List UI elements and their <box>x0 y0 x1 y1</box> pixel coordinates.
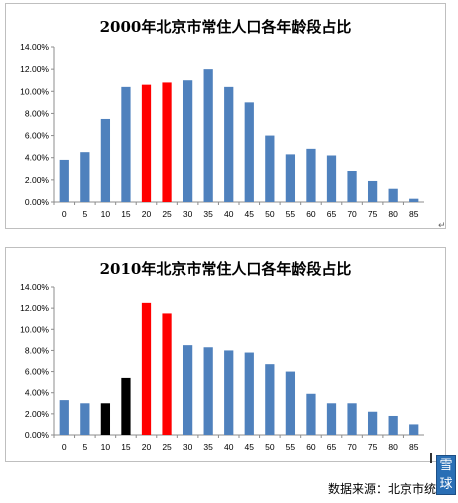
bar-70 <box>347 171 357 202</box>
bar-65 <box>326 155 337 202</box>
chart-title-2000: 2000年北京市常住人口各年龄段占比 <box>99 18 352 36</box>
bar-85 <box>409 198 419 202</box>
x-tick-label: 10 <box>101 209 111 219</box>
chart-title-2010: 2010年北京市常住人口各年龄段占比 <box>99 260 352 278</box>
x-tick-label: 25 <box>162 442 172 452</box>
chart-panel-2000: 2000年北京市常住人口各年龄段占比 0.00% 2.00% 4.00% 6.00% 8… <box>5 3 446 229</box>
x-tick-label: 70 <box>347 442 357 452</box>
x-tick-label: 55 <box>286 209 296 219</box>
bar-50 <box>265 364 275 435</box>
bar-30 <box>182 345 193 435</box>
x-tick-label: 10 <box>101 442 111 452</box>
bar-25 <box>162 82 172 202</box>
x-tick-label: 30 <box>183 442 193 452</box>
bar-15 <box>121 86 131 202</box>
y-tick-label: 6.00% <box>25 131 50 141</box>
x-tick-label: 60 <box>306 209 316 219</box>
x-tick-label: 75 <box>368 442 378 452</box>
y-tick-label: 8.00% <box>25 108 50 118</box>
x-tick-label: 85 <box>409 209 419 219</box>
bar-10 <box>100 118 111 202</box>
x-tick-label: 60 <box>306 442 316 452</box>
y-tick-label: 2.00% <box>25 175 50 185</box>
y-tick-label: 8.00% <box>25 345 50 355</box>
x-tick-label: 0 <box>62 209 67 219</box>
bar-60 <box>306 148 316 202</box>
bar-20 <box>141 302 152 435</box>
y-tick-label: 12.00% <box>20 303 49 313</box>
bar-40 <box>224 350 234 435</box>
bar-75 <box>367 411 378 435</box>
x-tick-label: 65 <box>327 442 337 452</box>
x-tick-label: 35 <box>203 209 213 219</box>
y-tick-label: 14.00% <box>20 282 49 292</box>
x-tick-label: 70 <box>347 209 357 219</box>
y-tick-label: 0.00% <box>25 430 50 440</box>
bar-75 <box>367 180 378 202</box>
x-tick-label: 35 <box>203 442 213 452</box>
bar-80 <box>388 188 398 202</box>
y-tick-label: 4.00% <box>25 153 50 163</box>
y-tick-label: 0.00% <box>25 197 50 207</box>
bar-45 <box>244 352 254 435</box>
y-tick-label: 4.00% <box>25 388 50 398</box>
bar-5 <box>80 152 90 202</box>
chart-panel-2010: 2010年北京市常住人口各年龄段占比 0.00% 2.00% 4.00% 6.00% 8… <box>5 247 446 462</box>
x-tick-label: 75 <box>368 209 378 219</box>
x-tick-label: 80 <box>388 442 398 452</box>
bar-65 <box>326 403 337 435</box>
bar-0 <box>59 159 69 202</box>
bar-35 <box>203 69 213 203</box>
bar-40 <box>224 86 234 202</box>
bar-85 <box>409 424 419 435</box>
watermark-logo: 雪球 <box>436 455 456 495</box>
x-tick-label: 5 <box>82 442 87 452</box>
bar-30 <box>182 80 193 202</box>
x-tick-label: 50 <box>265 209 275 219</box>
x-tick-label: 30 <box>183 209 193 219</box>
x-tick-label: 45 <box>245 442 255 452</box>
return-mark-icon: ↵ <box>438 221 446 231</box>
x-tick-label: 20 <box>142 442 152 452</box>
bar-45 <box>244 102 254 202</box>
source-note: 数据来源：北京市统计 <box>328 482 449 496</box>
bar-70 <box>347 403 357 435</box>
x-tick-label: 40 <box>224 209 234 219</box>
y-tick-label: 6.00% <box>25 367 50 377</box>
x-tick-label: 80 <box>388 209 398 219</box>
x-tick-label: 15 <box>121 209 131 219</box>
y-tick-label: 10.00% <box>20 324 49 334</box>
bar-60 <box>306 393 316 435</box>
bar-50 <box>265 135 275 202</box>
bar-5 <box>80 403 90 435</box>
x-tick-label: 50 <box>265 442 275 452</box>
bar-chart-2000: 0.00% 2.00% 4.00% 6.00% 8.00% 10.00% 12.00% 14.… <box>20 42 424 219</box>
bar-10 <box>100 403 111 435</box>
corner-mark-icon <box>430 453 438 463</box>
y-tick-label: 12.00% <box>20 64 49 74</box>
y-tick-label: 14.00% <box>20 42 49 52</box>
bar-15 <box>121 377 131 435</box>
bar-55 <box>285 154 296 202</box>
x-tick-label: 15 <box>121 442 131 452</box>
y-tick-label: 10.00% <box>20 86 49 96</box>
bar-55 <box>285 371 296 435</box>
y-tick-label: 2.00% <box>25 409 50 419</box>
x-tick-label: 5 <box>82 209 87 219</box>
bar-chart-2010: 0.00% 2.00% 4.00% 6.00% 8.00% 10.00% 12.00% 14.… <box>20 282 424 452</box>
x-tick-label: 45 <box>245 209 255 219</box>
x-tick-label: 0 <box>62 442 67 452</box>
bar-0 <box>59 400 69 435</box>
bar-80 <box>388 415 398 435</box>
bar-20 <box>141 84 152 202</box>
x-tick-label: 40 <box>224 442 234 452</box>
bar-25 <box>162 313 172 435</box>
x-tick-label: 65 <box>327 209 337 219</box>
x-tick-label: 20 <box>142 209 152 219</box>
x-tick-label: 25 <box>162 209 172 219</box>
x-tick-label: 55 <box>286 442 296 452</box>
bar-35 <box>203 347 213 435</box>
x-tick-label: 85 <box>409 442 419 452</box>
